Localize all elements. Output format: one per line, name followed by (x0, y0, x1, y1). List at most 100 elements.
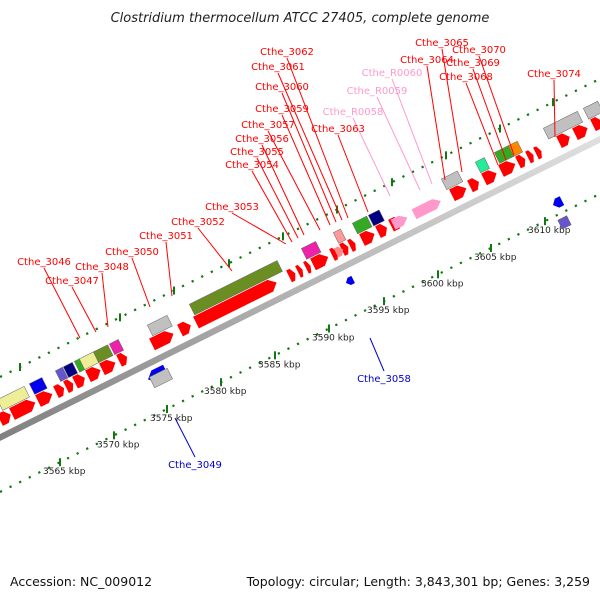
cog-box (28, 377, 48, 395)
leader-line (391, 78, 433, 185)
cds-arrow (310, 254, 329, 271)
label-layer: Cthe_3046 Cthe_3047 Cthe_3048 Cthe_3050 Cthe… (17, 38, 581, 471)
cds-arrow (35, 391, 53, 407)
cds-arrow (177, 321, 191, 337)
cog-box (108, 339, 124, 356)
tick-label: 3570 kbp (97, 440, 140, 450)
leader-line (43, 267, 81, 339)
cog-box (474, 157, 490, 174)
cds-arrow (63, 379, 74, 394)
gene-label: Cthe_3051 (139, 231, 193, 242)
cds-arrow (303, 260, 312, 274)
gene-label: Cthe_3048 (75, 262, 129, 273)
minus-strand-box (148, 367, 173, 389)
gene-label: Cthe_3063 (311, 124, 365, 135)
cog-box (351, 215, 373, 235)
leader-line (197, 227, 233, 272)
cds-arrow (286, 268, 296, 283)
rna-gene-label: Cthe_R0060 (362, 68, 423, 79)
leader-line (281, 114, 331, 226)
minus-gene-label: Cthe_3058 (357, 374, 411, 385)
rna-arrow (390, 215, 408, 230)
cog-box (0, 385, 30, 411)
cds-arrow (295, 264, 304, 278)
cds-arrow (467, 178, 479, 193)
gene-label: Cthe_3053 (205, 202, 259, 213)
cds-arrow (533, 146, 542, 160)
leader-line (251, 170, 293, 243)
rna-arrow (411, 199, 441, 220)
cds-arrow (9, 399, 36, 420)
map-title: Clostridium thermocellum ATCC 27405, com… (111, 11, 490, 26)
cog-box (542, 111, 584, 140)
leader-line (71, 286, 97, 333)
gene-label: Cthe_3057 (241, 120, 295, 131)
gene-label: Cthe_3047 (45, 276, 99, 287)
cds-arrow (449, 185, 467, 202)
tick-label: 3610 kbp (528, 226, 571, 236)
cds-arrow (116, 352, 128, 367)
cog-box (188, 260, 283, 316)
cds-arrow (99, 359, 116, 376)
gene-label: Cthe_3055 (230, 147, 284, 158)
gene-label: Cthe_3061 (251, 62, 305, 73)
leader-line (465, 82, 499, 166)
cog-box (582, 100, 600, 120)
cds-arrow (53, 384, 65, 398)
cds-arrow (72, 374, 85, 389)
cog-box (146, 314, 173, 337)
leader-line (553, 79, 556, 138)
backbone-bar (0, 135, 600, 442)
cds-arrow (149, 331, 174, 351)
leader-line (256, 157, 299, 239)
cog-box (62, 362, 78, 378)
cds-arrow (572, 124, 588, 141)
gene-label: Cthe_3069 (446, 58, 500, 69)
rna-gene-label: Cthe_R0059 (347, 86, 408, 97)
rna-gene-label: Cthe_R0058 (323, 107, 384, 118)
leader-line (174, 417, 196, 458)
tick-label: 3580 kbp (204, 387, 247, 397)
cds-arrow (375, 223, 387, 238)
leader-line (131, 257, 151, 308)
cog-box (54, 366, 69, 382)
leader-line (376, 96, 421, 191)
gene-label: Cthe_3062 (260, 47, 314, 58)
tick-label: 3585 kbp (258, 360, 301, 370)
gene-label: Cthe_3052 (171, 217, 225, 228)
leader-line (101, 272, 109, 328)
cds-arrow (525, 150, 534, 164)
leader-line (337, 134, 369, 213)
tick-label: 3595 kbp (367, 306, 410, 316)
minus-strand-arrow (346, 275, 355, 286)
cds-arrow (193, 279, 277, 329)
tick-label: 3575 kbp (150, 414, 193, 424)
tick-label: 3605 kbp (474, 253, 517, 263)
leader-line (472, 68, 507, 161)
cog-box (300, 241, 322, 260)
leader-line (277, 72, 343, 221)
leader-line (441, 48, 463, 173)
cog-box (92, 344, 114, 363)
tick-label: 3590 kbp (312, 333, 355, 343)
gene-label: Cthe_3065 (415, 38, 469, 49)
leader-line (369, 337, 385, 372)
leader-line (165, 241, 173, 297)
gene-label: Cthe_3046 (17, 257, 71, 268)
genome-summary-text: Topology: circular; Length: 3,843,301 bp… (246, 574, 590, 589)
leader-line (286, 57, 349, 219)
gene-label: Cthe_3074 (527, 69, 581, 80)
tick-label: 3565 kbp (43, 467, 86, 477)
leader-line (426, 65, 446, 181)
gene-label: Cthe_3056 (235, 134, 289, 145)
minus-strand-box (557, 215, 572, 230)
bottom-dotted-track (0, 192, 600, 493)
gene-label: Cthe_3060 (255, 82, 309, 93)
tick-label: 3600 kbp (421, 279, 464, 289)
gene-label: Cthe_3070 (452, 45, 506, 56)
cds-arrow (515, 154, 526, 169)
gene-label: Cthe_3068 (439, 72, 493, 83)
cds-arrow (498, 161, 516, 177)
leader-layer (43, 48, 556, 458)
